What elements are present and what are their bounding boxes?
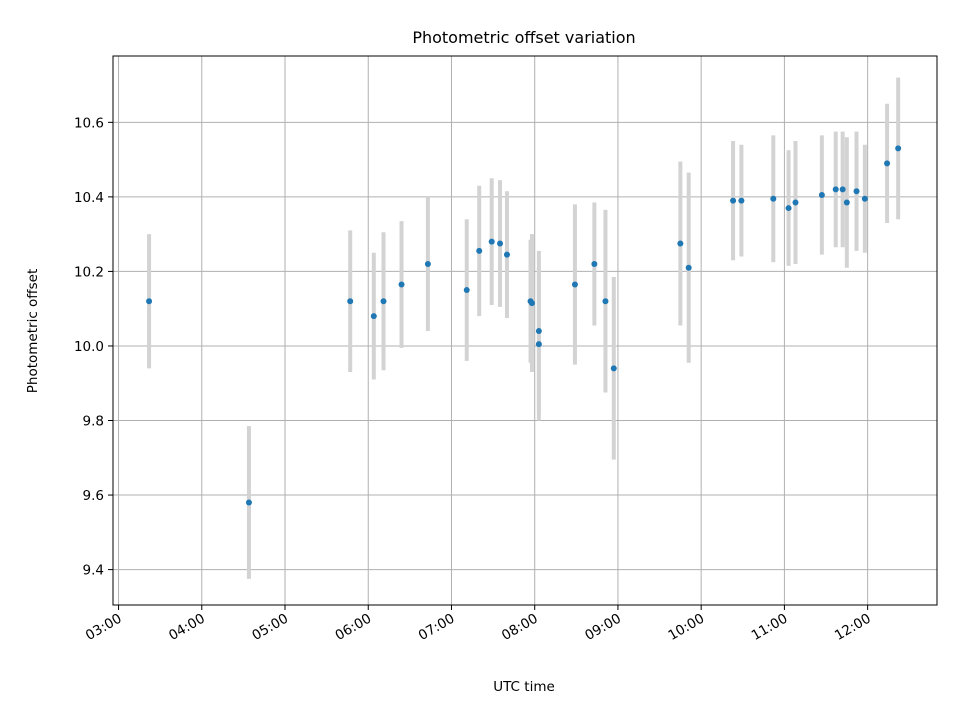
data-point xyxy=(832,186,839,193)
y-tick-label: 10.2 xyxy=(74,264,104,280)
data-point xyxy=(792,199,799,206)
y-tick-label: 9.6 xyxy=(83,488,104,504)
data-point xyxy=(853,188,860,195)
data-points xyxy=(146,145,902,506)
y-tick-label: 9.4 xyxy=(83,563,104,579)
x-tick-label: 09:00 xyxy=(582,611,624,644)
x-tick-label: 10:00 xyxy=(665,611,707,644)
data-point xyxy=(843,199,850,206)
data-point xyxy=(591,260,598,267)
data-point xyxy=(861,195,868,202)
data-point xyxy=(602,298,609,305)
x-tick-label: 06:00 xyxy=(333,611,375,644)
data-point xyxy=(770,195,777,202)
data-point xyxy=(677,240,684,247)
data-point xyxy=(463,287,470,294)
data-point xyxy=(895,145,902,152)
x-tick-label: 05:00 xyxy=(249,611,291,644)
x-tick-label: 03:00 xyxy=(83,611,125,644)
grid xyxy=(113,56,937,605)
y-tick-label: 10.0 xyxy=(74,339,104,355)
data-point xyxy=(503,251,510,258)
data-point xyxy=(884,160,891,167)
x-tick-label: 07:00 xyxy=(416,611,458,644)
data-point xyxy=(380,298,387,305)
x-tick-label: 12:00 xyxy=(832,611,874,644)
x-tick-label: 11:00 xyxy=(749,611,791,644)
data-point xyxy=(347,298,354,305)
y-tick-label: 9.8 xyxy=(83,414,104,430)
data-point xyxy=(535,341,542,348)
plot-frame xyxy=(112,55,938,606)
data-point xyxy=(818,192,825,199)
data-point xyxy=(528,300,535,307)
chart-title: Photometric offset variation xyxy=(412,28,635,47)
data-point xyxy=(610,365,617,372)
x-axis-label: UTC time xyxy=(493,679,555,695)
data-point xyxy=(476,247,483,254)
data-point xyxy=(738,197,745,204)
y-tick-label: 10.6 xyxy=(74,115,104,131)
data-point xyxy=(535,328,542,335)
data-point xyxy=(685,264,692,271)
data-point xyxy=(571,281,578,288)
data-point xyxy=(497,240,504,247)
data-point xyxy=(370,313,377,320)
data-point xyxy=(245,499,252,506)
ticks: 03:00 04:00 05:00 06:00 07:00 08:00 09:00 10:00… xyxy=(74,115,874,644)
data-point xyxy=(424,260,431,267)
x-tick-label: 04:00 xyxy=(166,611,208,644)
data-point xyxy=(398,281,405,288)
data-point xyxy=(839,186,846,193)
data-point xyxy=(785,205,792,212)
data-point xyxy=(488,238,495,245)
data-point xyxy=(146,298,153,305)
y-tick-label: 10.4 xyxy=(74,190,104,206)
data-point xyxy=(730,197,737,204)
y-axis-label: Photometric offset xyxy=(25,269,41,393)
x-tick-label: 08:00 xyxy=(499,611,541,644)
error-bars xyxy=(147,77,901,579)
